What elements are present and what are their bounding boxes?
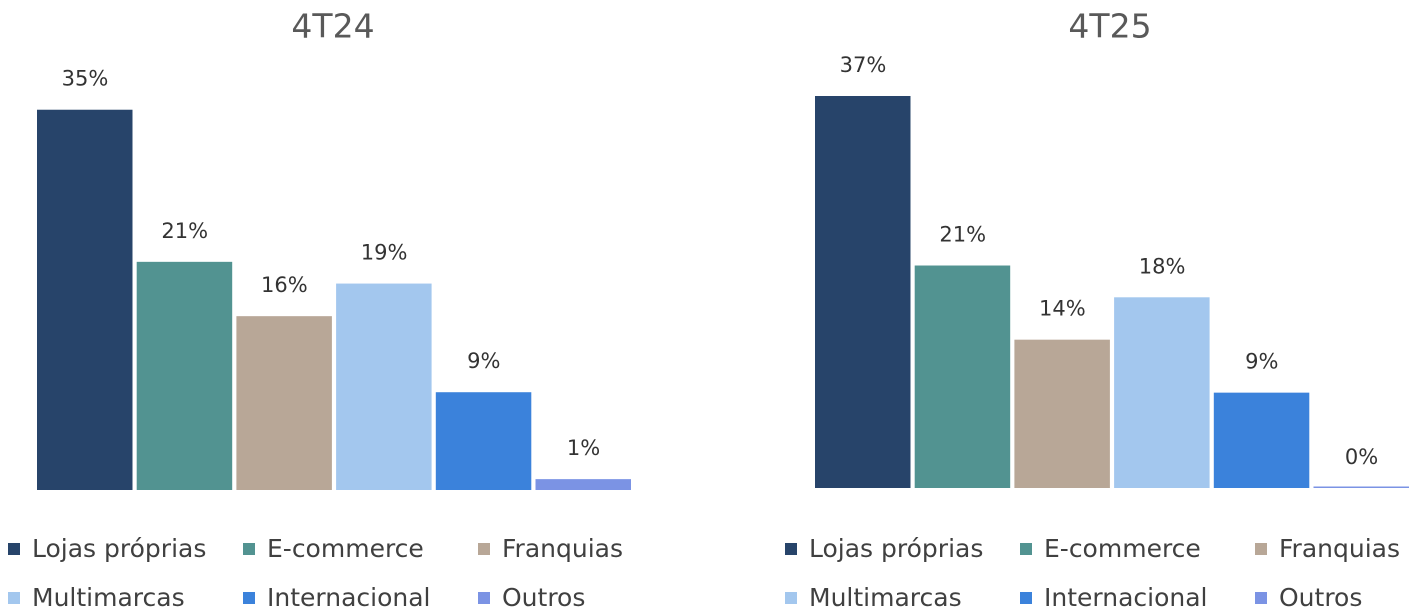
legend-swatch (243, 592, 255, 604)
bar (535, 479, 631, 490)
bar (1213, 392, 1310, 488)
bar (37, 109, 133, 490)
legend-label: Internacional (267, 583, 431, 612)
bar (1313, 486, 1409, 488)
data-label: 16% (261, 273, 308, 297)
legend-swatch (785, 592, 797, 604)
data-label: 35% (62, 67, 109, 91)
legend-label: Multimarcas (809, 583, 962, 612)
data-label: 21% (161, 219, 208, 243)
bar (236, 316, 332, 490)
legend-label: Outros (502, 583, 585, 612)
data-label: 0% (1345, 445, 1378, 469)
legend-swatch (1255, 592, 1267, 604)
legend-label: Franquias (1279, 534, 1400, 563)
legend-swatch (8, 592, 20, 604)
legend-label: Franquias (502, 534, 623, 563)
legend-label: Lojas próprias (32, 534, 206, 563)
bar (136, 261, 233, 490)
data-label: 9% (467, 349, 500, 373)
legend-label: Internacional (1044, 583, 1208, 612)
data-label: 1% (567, 436, 600, 460)
legend-swatch (1020, 592, 1032, 604)
legend-label: E-commerce (267, 534, 424, 563)
legend-swatch (1020, 543, 1032, 555)
data-label: 37% (840, 53, 887, 77)
bar (1114, 297, 1210, 488)
bar (914, 265, 1011, 488)
legend-label: Lojas próprias (809, 534, 983, 563)
legend-swatch (243, 543, 255, 555)
bar (815, 96, 911, 488)
bar (435, 392, 532, 490)
chart-title: 4T25 (1068, 7, 1151, 46)
data-label: 21% (939, 223, 986, 247)
legend-swatch (8, 543, 20, 555)
bar (1014, 339, 1110, 488)
data-label: 14% (1039, 297, 1086, 321)
legend-label: E-commerce (1044, 534, 1201, 563)
legend-swatch (785, 543, 797, 555)
legend-swatch (478, 592, 490, 604)
legend-swatch (478, 543, 490, 555)
legend-swatch (1255, 543, 1267, 555)
legend-label: Outros (1279, 583, 1362, 612)
data-label: 19% (361, 241, 408, 265)
legend-label: Multimarcas (32, 583, 185, 612)
data-label: 9% (1245, 350, 1278, 374)
data-label: 18% (1139, 254, 1186, 278)
bar (336, 283, 432, 490)
chart-title: 4T24 (291, 7, 374, 46)
